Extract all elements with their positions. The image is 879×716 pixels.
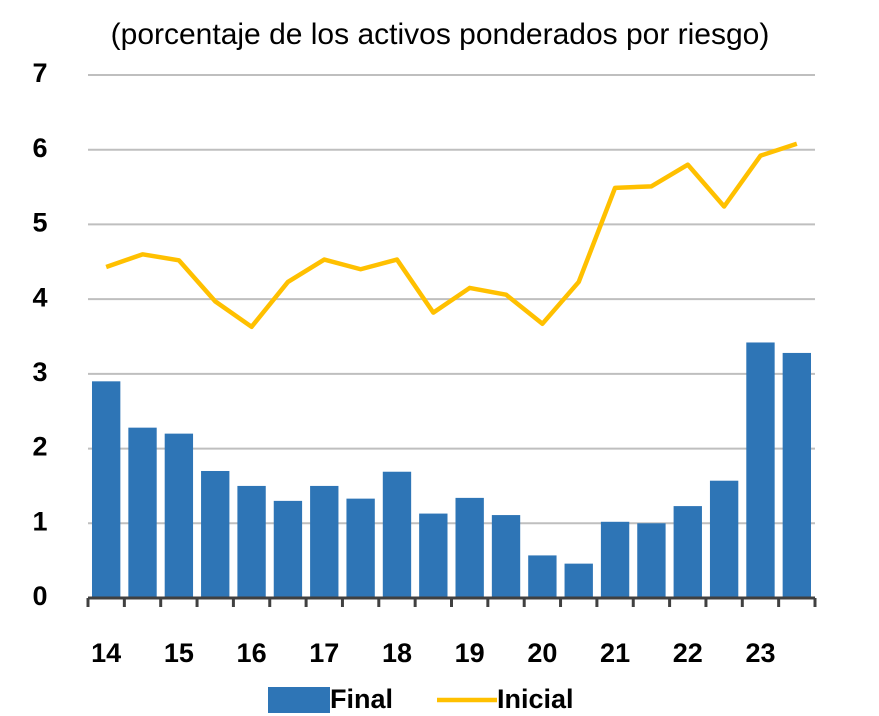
x-tick-label: 17	[309, 638, 339, 668]
bar	[709, 480, 739, 598]
bar	[491, 515, 521, 598]
bar	[164, 433, 194, 598]
bar	[782, 352, 812, 598]
bar	[564, 563, 593, 598]
x-tick-label: 21	[600, 638, 630, 668]
x-tick-label: 18	[382, 638, 412, 668]
y-tick-label: 6	[32, 133, 47, 163]
bar	[673, 506, 702, 598]
bar	[310, 485, 339, 598]
y-tick-label: 2	[32, 432, 47, 462]
bar	[128, 427, 157, 598]
bar	[237, 485, 266, 598]
x-tick-label: 14	[91, 638, 121, 668]
bar	[637, 523, 666, 598]
x-tick-label: 23	[745, 638, 775, 668]
bar	[91, 381, 121, 598]
bar	[346, 498, 375, 598]
y-tick-label: 1	[32, 506, 47, 536]
x-tick-label: 16	[237, 638, 267, 668]
y-tick-label: 3	[32, 357, 47, 387]
line	[105, 141, 798, 330]
x-tick-label: 20	[527, 638, 557, 668]
legend-label: Final	[330, 684, 393, 714]
x-tick-label: 15	[164, 638, 194, 668]
chart-title: (porcentaje de los activos ponderados po…	[111, 18, 770, 51]
bar	[528, 555, 557, 598]
bar	[455, 497, 484, 598]
y-tick-label: 4	[32, 282, 47, 312]
y-tick-label: 5	[32, 208, 47, 238]
x-tick-label: 22	[673, 638, 703, 668]
bar	[273, 500, 303, 598]
bar	[600, 521, 630, 598]
bar	[382, 471, 412, 598]
bar	[746, 342, 775, 598]
y-tick-label: 0	[32, 581, 47, 611]
y-tick-label: 7	[32, 58, 47, 88]
legend-label: Inicial	[497, 684, 574, 714]
bar	[419, 513, 448, 598]
legend-swatch	[268, 687, 330, 713]
bar	[201, 470, 230, 598]
x-tick-label: 19	[455, 638, 485, 668]
